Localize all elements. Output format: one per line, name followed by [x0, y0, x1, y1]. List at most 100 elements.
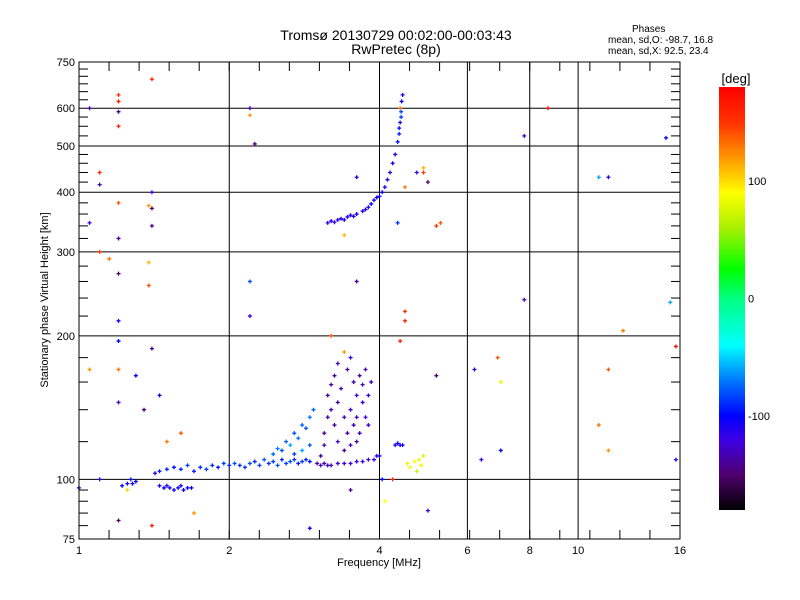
data-point	[307, 415, 312, 420]
data-point	[116, 200, 121, 205]
y-tick-label: 300	[57, 247, 75, 259]
data-point	[307, 526, 312, 531]
data-point	[116, 400, 121, 405]
y-tick-label: 400	[57, 187, 75, 199]
data-point	[366, 205, 371, 210]
data-point	[351, 380, 356, 385]
data-point	[292, 452, 297, 457]
data-point	[357, 373, 362, 378]
y-tick-label: 200	[57, 331, 75, 343]
data-point	[307, 443, 312, 448]
data-point	[296, 461, 301, 466]
x-axis-label: Frequency [MHz]	[337, 557, 421, 569]
data-point	[606, 448, 611, 453]
data-point	[161, 485, 166, 490]
data-point	[354, 439, 359, 444]
data-point	[292, 457, 297, 462]
data-point	[242, 465, 247, 470]
data-point	[164, 439, 169, 444]
data-point	[153, 471, 158, 476]
data-point	[116, 339, 121, 344]
data-point	[342, 349, 347, 354]
data-point	[185, 463, 190, 468]
data-point	[348, 488, 353, 493]
y-tick-label: 600	[57, 103, 75, 115]
data-point	[192, 511, 197, 516]
data-point	[227, 463, 232, 468]
data-point	[311, 407, 316, 412]
data-point	[357, 431, 362, 436]
data-point	[342, 448, 347, 453]
data-point	[329, 463, 334, 468]
data-point	[425, 508, 430, 513]
data-point	[178, 467, 183, 472]
data-point	[414, 170, 419, 175]
data-point	[284, 439, 289, 444]
data-point	[400, 443, 405, 448]
data-point	[142, 407, 147, 412]
data-point	[146, 283, 151, 288]
data-point	[176, 485, 181, 490]
data-point	[390, 477, 395, 482]
data-point	[325, 393, 330, 398]
data-point	[279, 448, 284, 453]
data-point	[363, 207, 368, 212]
colorbar-tick-label: 100	[748, 176, 766, 188]
data-point	[339, 216, 344, 221]
data-point	[157, 393, 162, 398]
data-point	[673, 457, 678, 462]
data-point	[325, 415, 330, 420]
data-point	[380, 477, 385, 482]
data-point	[322, 461, 327, 466]
data-point	[292, 431, 297, 436]
data-point	[421, 453, 426, 458]
data-point	[97, 170, 102, 175]
data-point	[247, 113, 252, 118]
data-point	[307, 459, 312, 464]
data-point	[149, 223, 154, 228]
colorbar: [deg] 100 0 -100	[719, 71, 770, 510]
data-point	[288, 443, 293, 448]
data-point	[271, 452, 276, 457]
data-point	[668, 300, 673, 305]
data-points	[77, 77, 678, 531]
data-point	[342, 217, 347, 222]
data-point	[664, 135, 669, 140]
data-point	[434, 223, 439, 228]
data-point	[221, 461, 226, 466]
data-point	[322, 431, 327, 436]
data-point	[332, 423, 337, 428]
data-point	[181, 488, 186, 493]
data-point	[271, 459, 276, 464]
data-point	[472, 367, 477, 372]
x-tick-label: 8	[527, 545, 533, 557]
data-point	[304, 457, 309, 462]
data-point	[348, 213, 353, 218]
data-point	[345, 367, 350, 372]
data-point	[318, 463, 323, 468]
data-point	[318, 453, 323, 458]
data-point	[345, 431, 350, 436]
data-point	[296, 436, 301, 441]
y-tick-label: 100	[57, 474, 75, 486]
data-point	[407, 465, 412, 470]
data-point	[189, 485, 194, 490]
data-point	[596, 175, 601, 180]
data-point	[363, 415, 368, 420]
data-point	[372, 198, 377, 203]
data-point	[425, 180, 430, 185]
data-point	[398, 106, 403, 111]
data-point	[149, 77, 154, 82]
data-point	[252, 141, 257, 146]
data-point	[192, 469, 197, 474]
data-point	[395, 139, 400, 144]
data-point	[354, 415, 359, 420]
data-point	[178, 431, 183, 436]
data-point	[87, 220, 92, 225]
data-point	[87, 367, 92, 372]
data-point	[351, 423, 356, 428]
grid-lines	[79, 62, 680, 539]
phases-o-stats: mean, sd,O: -98.7, 16.8	[608, 35, 714, 46]
data-point	[146, 260, 151, 265]
